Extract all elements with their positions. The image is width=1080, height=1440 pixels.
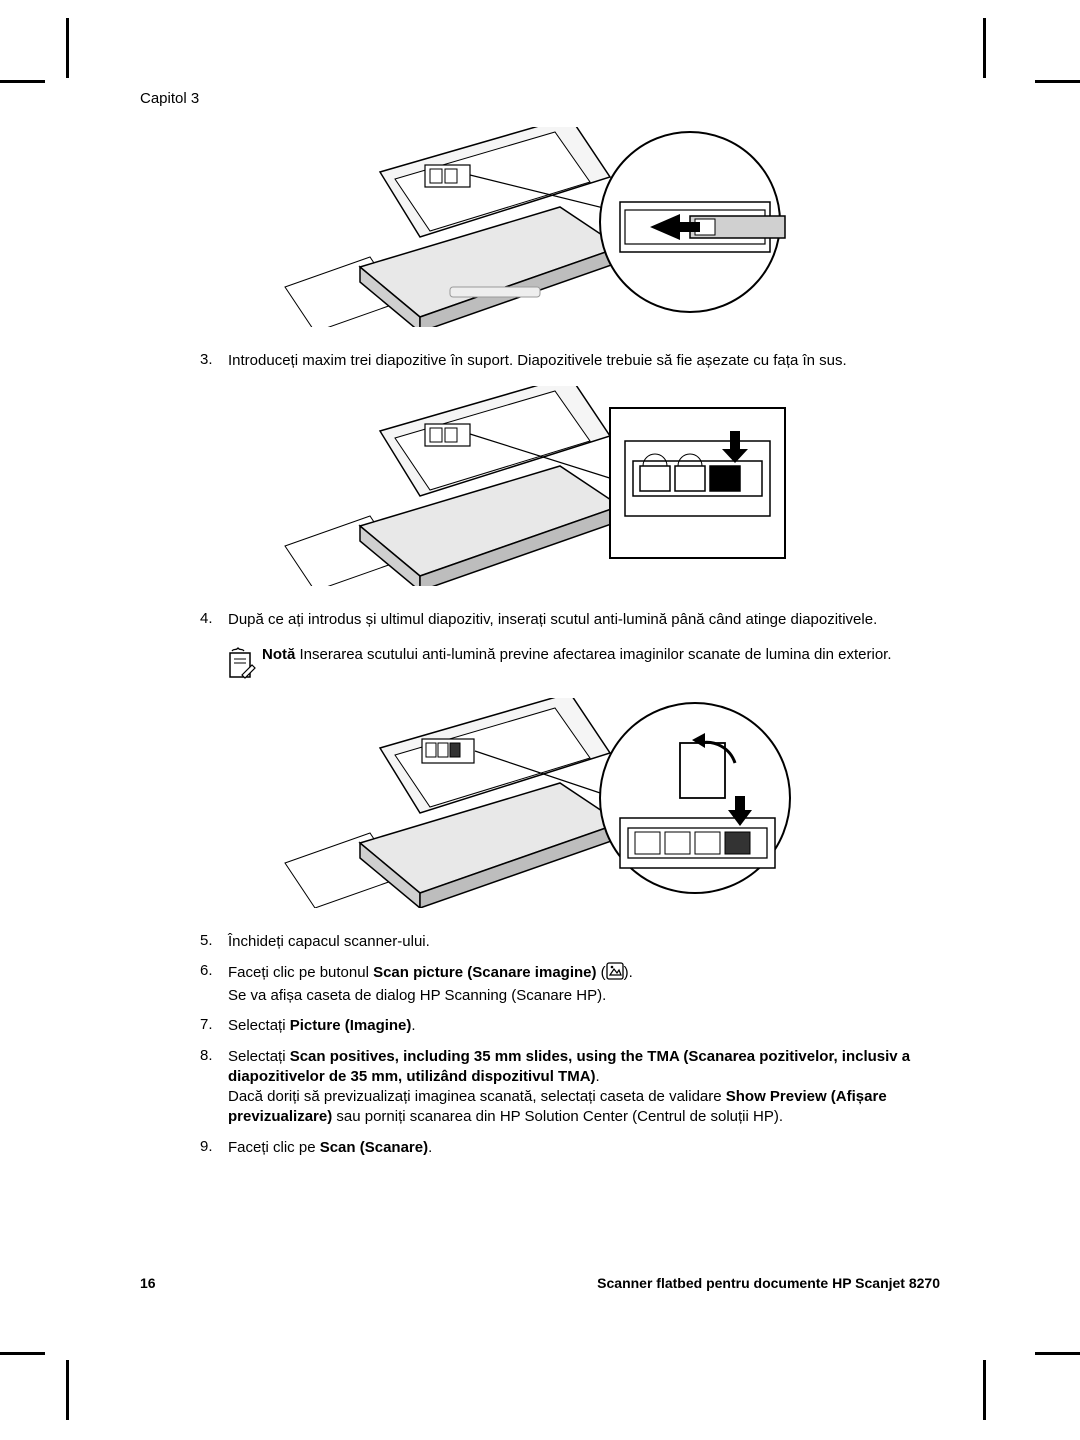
crop-mark	[983, 18, 986, 78]
step-text: Selectați Scan positives, including 35 m…	[228, 1047, 940, 1128]
text: .	[411, 1017, 415, 1034]
step-6: 6. Faceți clic pe butonul Scan picture (…	[200, 962, 940, 1007]
text: Faceți clic pe butonul	[228, 964, 373, 981]
text: ).	[624, 964, 633, 981]
text: Selectați	[228, 1048, 290, 1065]
crop-mark	[1035, 1352, 1080, 1355]
step-3: 3. Introduceți maxim trei diapozitive în…	[200, 351, 940, 371]
note-label: Notă	[262, 646, 295, 663]
note-body: Inserarea scutului anti-lumină previne a…	[295, 646, 891, 663]
step-9: 9. Faceți clic pe Scan (Scanare).	[200, 1138, 940, 1158]
text: Dacă doriți să previzualizați imaginea s…	[228, 1088, 726, 1105]
note-icon	[228, 645, 262, 683]
figure-step3	[140, 386, 940, 590]
text: .	[596, 1068, 600, 1085]
bold-text: Picture (Imagine)	[290, 1017, 412, 1034]
note-text: Notă Inserarea scutului anti-lumină prev…	[262, 645, 940, 665]
figure-step2	[140, 127, 940, 331]
step-7: 7. Selectați Picture (Imagine).	[200, 1016, 940, 1036]
bold-text: Scan positives, including 35 mm slides, …	[228, 1048, 910, 1085]
page-content: Capitol 3	[140, 90, 940, 1168]
crop-mark	[66, 1360, 69, 1420]
chapter-label: Capitol 3	[140, 90, 940, 107]
step-number: 3.	[200, 351, 228, 371]
step-text: Introduceți maxim trei diapozitive în su…	[228, 351, 940, 371]
bold-text: Scan (Scanare)	[320, 1139, 428, 1156]
page-footer: 16 Scanner flatbed pentru documente HP S…	[140, 1275, 940, 1291]
scan-picture-icon	[606, 962, 624, 986]
step-number: 9.	[200, 1138, 228, 1158]
step-text: Faceți clic pe Scan (Scanare).	[228, 1138, 940, 1158]
crop-mark	[0, 1352, 45, 1355]
text: Faceți clic pe	[228, 1139, 320, 1156]
text: .	[428, 1139, 432, 1156]
step-text: Închideți capacul scanner-ului.	[228, 932, 940, 952]
text: Selectați	[228, 1017, 290, 1034]
note-block: Notă Inserarea scutului anti-lumină prev…	[228, 645, 940, 683]
step-number: 4.	[200, 610, 228, 630]
step-text: Selectați Picture (Imagine).	[228, 1016, 940, 1036]
crop-mark	[0, 80, 45, 83]
step-text: După ce ați introdus și ultimul diapozit…	[228, 610, 940, 630]
text: sau porniți scanarea din HP Solution Cen…	[332, 1108, 783, 1125]
step-text: Faceți clic pe butonul Scan picture (Sca…	[228, 962, 940, 1007]
step-number: 5.	[200, 932, 228, 952]
text: Se va afișa caseta de dialog HP Scanning…	[228, 987, 606, 1004]
page-number: 16	[140, 1275, 156, 1291]
step-number: 7.	[200, 1016, 228, 1036]
crop-mark	[983, 1360, 986, 1420]
bold-text: Scan picture (Scanare imagine)	[373, 964, 596, 981]
footer-title: Scanner flatbed pentru documente HP Scan…	[597, 1275, 940, 1291]
step-number: 8.	[200, 1047, 228, 1128]
step-8: 8. Selectați Scan positives, including 3…	[200, 1047, 940, 1128]
step-5: 5. Închideți capacul scanner-ului.	[200, 932, 940, 952]
crop-mark	[1035, 80, 1080, 83]
step-number: 6.	[200, 962, 228, 1007]
figure-step4	[140, 698, 940, 912]
step-4: 4. După ce ați introdus și ultimul diapo…	[200, 610, 940, 630]
crop-mark	[66, 18, 69, 78]
text: (	[597, 964, 606, 981]
